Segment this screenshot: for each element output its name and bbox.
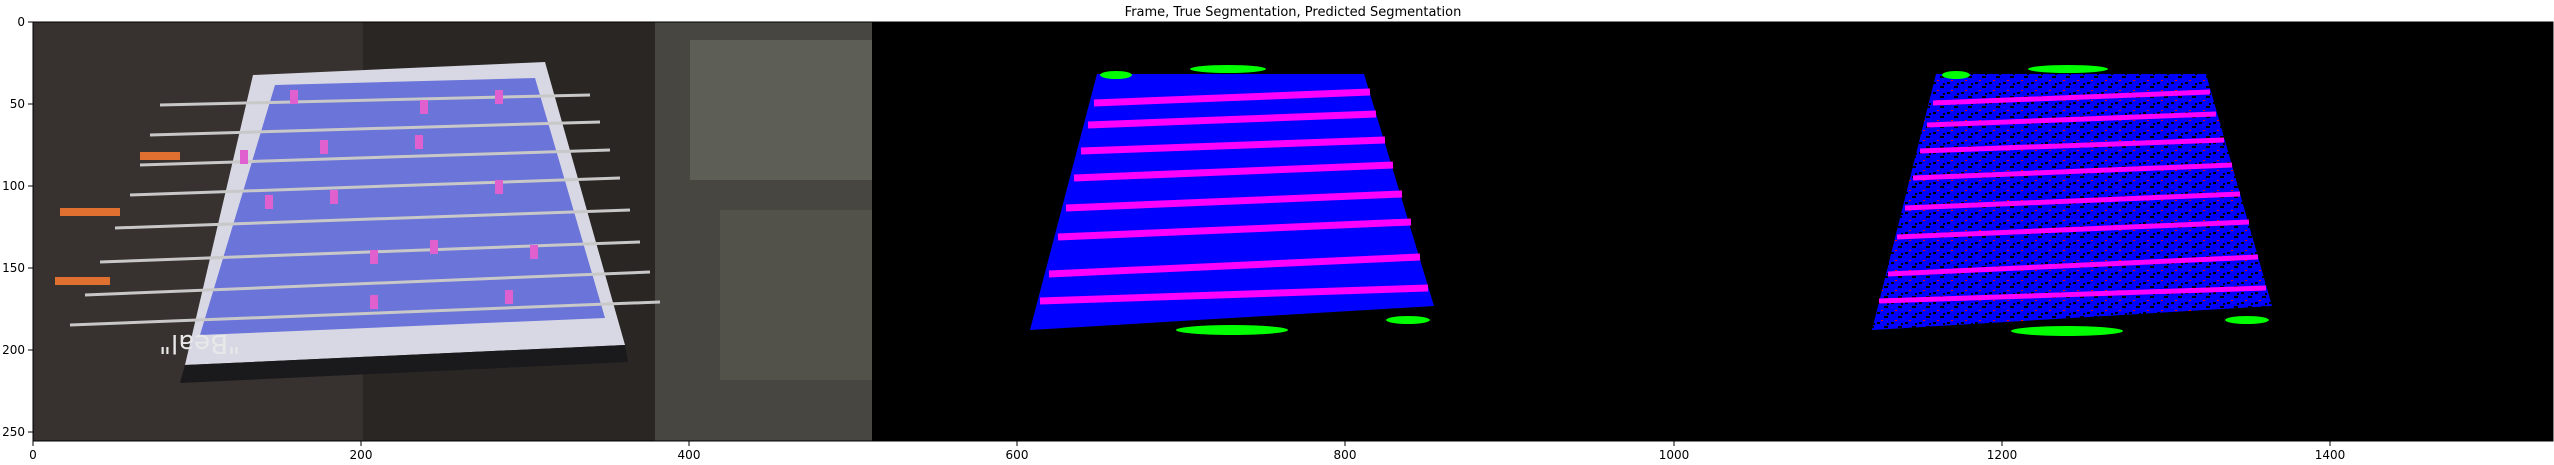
frame-table-label: "Beal" bbox=[159, 328, 240, 358]
x-tick-label: 1400 bbox=[2315, 448, 2346, 462]
y-axis: 0 50 100 150 200 250 bbox=[2, 15, 33, 439]
y-tick-label: 150 bbox=[2, 261, 25, 275]
x-tick-label: 600 bbox=[1006, 448, 1029, 462]
x-tick-label: 1200 bbox=[1987, 448, 2018, 462]
y-tick-label: 100 bbox=[2, 179, 25, 193]
frame-players bbox=[240, 90, 538, 309]
true-rods bbox=[1039, 88, 1429, 305]
true-segmentation-panel bbox=[1030, 65, 1434, 335]
figure-title: Frame, True Segmentation, Predicted Segm… bbox=[1125, 5, 1462, 20]
x-tick-label: 400 bbox=[678, 448, 701, 462]
true-players bbox=[1100, 65, 1430, 335]
x-tick-label: 200 bbox=[350, 448, 373, 462]
plot-area: "Beal" bbox=[33, 22, 2553, 441]
x-tick-label: 1000 bbox=[1659, 448, 1690, 462]
predicted-rods bbox=[1878, 89, 2267, 304]
y-tick-label: 250 bbox=[2, 425, 25, 439]
x-axis: 0 200 400 600 800 1000 1200 1400 bbox=[29, 441, 2345, 462]
frame-handles bbox=[55, 152, 180, 285]
x-tick-label: 0 bbox=[29, 448, 37, 462]
y-tick-label: 0 bbox=[17, 15, 25, 29]
axes-frame bbox=[32, 21, 2554, 442]
y-tick-label: 50 bbox=[10, 97, 25, 111]
predicted-segmentation-panel bbox=[1872, 65, 2272, 336]
y-tick-label: 200 bbox=[2, 343, 25, 357]
x-tick-label: 800 bbox=[1334, 448, 1357, 462]
frame-panel: "Beal" bbox=[33, 22, 872, 441]
predicted-players bbox=[1942, 65, 2269, 336]
